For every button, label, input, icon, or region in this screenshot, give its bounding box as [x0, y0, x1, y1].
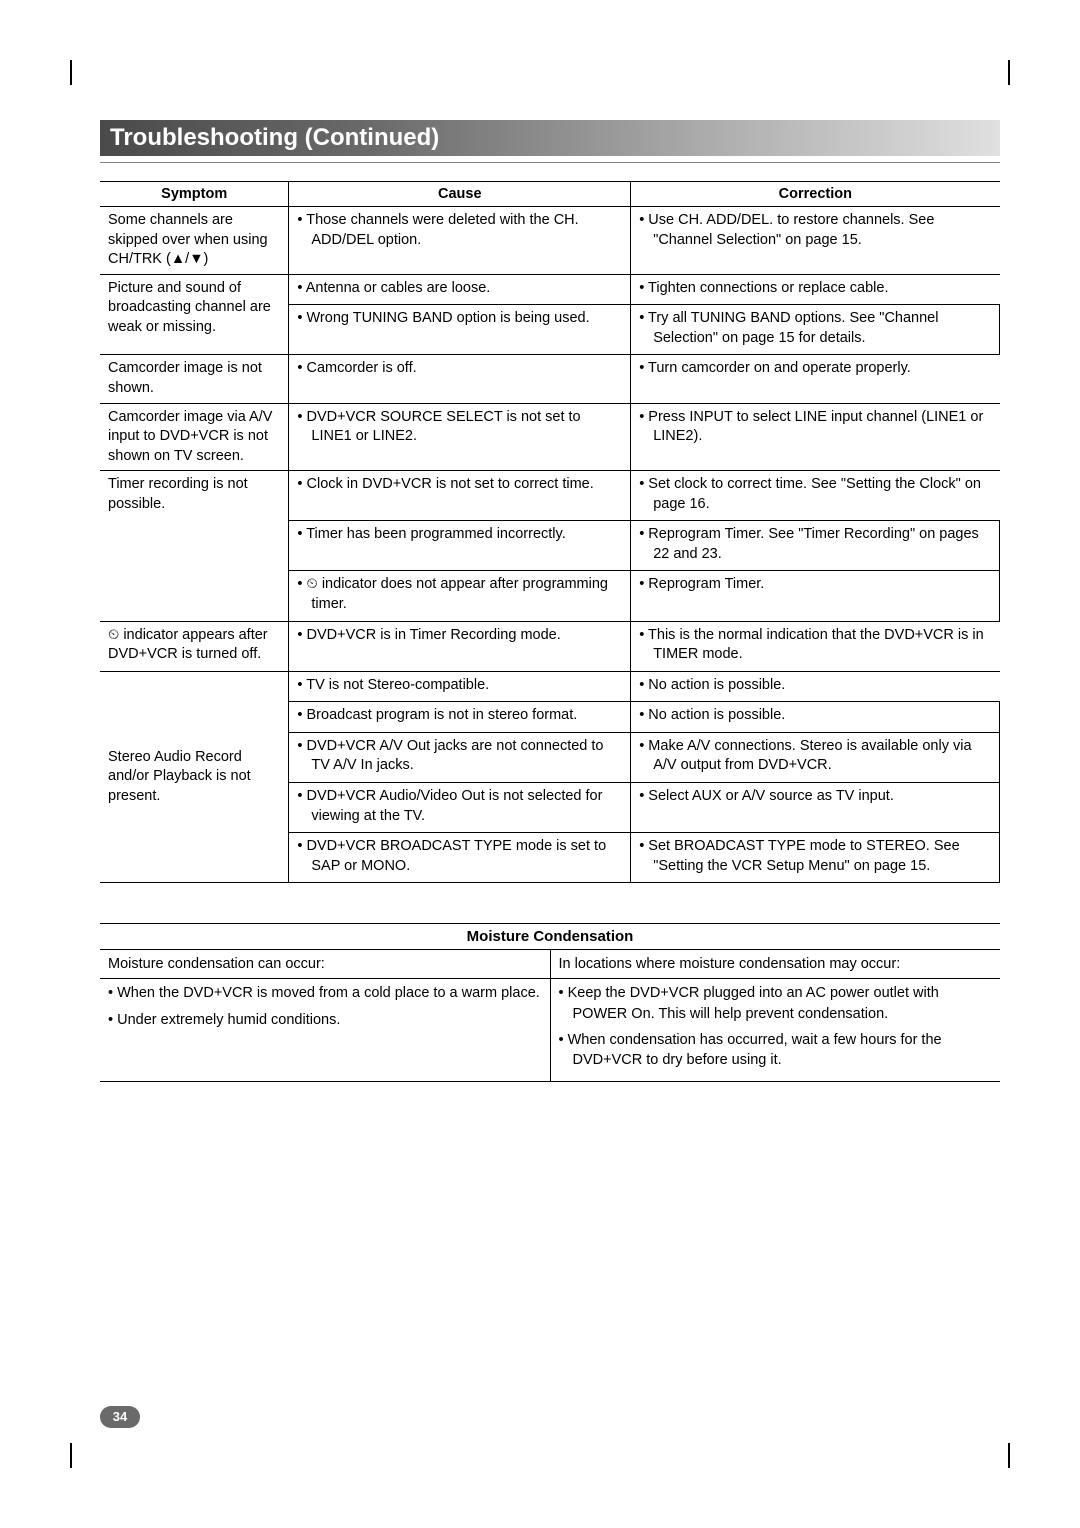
symptom-cell: Camcorder image via A/V input to DVD+VCR… [100, 403, 289, 471]
table-row: Moisture condensation can occur: In loca… [100, 950, 1000, 979]
title-bar: Troubleshooting (Continued) [100, 120, 1000, 156]
cause-cell: DVD+VCR SOURCE SELECT is not set to LINE… [289, 403, 631, 471]
cause-cell: Clock in DVD+VCR is not set to correct t… [289, 471, 631, 521]
moisture-left-top: Moisture condensation can occur: [100, 950, 550, 979]
corr-cell: Reprogram Timer. See "Timer Recording" o… [631, 521, 1000, 571]
page-number-badge: 34 [100, 1406, 140, 1428]
corr-cell: No action is possible. [631, 671, 1000, 702]
table-row: Picture and sound of broadcasting channe… [100, 274, 1000, 305]
symptom-cell: ⏲ indicator appears after DVD+VCR is tur… [100, 621, 289, 671]
symptom-cell: Some channels are skipped over when usin… [100, 207, 289, 275]
page-title: Troubleshooting (Continued) [110, 124, 439, 151]
symptom-cell: Stereo Audio Record and/or Playback is n… [100, 671, 289, 883]
corr-cell: Select AUX or A/V source as TV input. [631, 782, 1000, 832]
divider [100, 162, 1000, 163]
cause-cell: DVD+VCR A/V Out jacks are not connected … [289, 732, 631, 782]
symptom-cell: Picture and sound of broadcasting channe… [100, 274, 289, 355]
corr-cell: Press INPUT to select LINE input channel… [631, 403, 1000, 471]
corr-cell: Tighten connections or replace cable. [631, 274, 1000, 305]
table-row: Camcorder image via A/V input to DVD+VCR… [100, 403, 1000, 471]
moisture-left-list: When the DVD+VCR is moved from a cold pl… [100, 979, 550, 1081]
cause-cell: Camcorder is off. [289, 355, 631, 403]
table-row: When the DVD+VCR is moved from a cold pl… [100, 979, 1000, 1081]
cause-cell: Those channels were deleted with the CH.… [289, 207, 631, 275]
table-row: Stereo Audio Record and/or Playback is n… [100, 671, 1000, 702]
corr-cell: Make A/V connections. Stereo is availabl… [631, 732, 1000, 782]
corr-cell: This is the normal indication that the D… [631, 621, 1000, 671]
cause-cell: DVD+VCR is in Timer Recording mode. [289, 621, 631, 671]
symptom-cell: Camcorder image is not shown. [100, 355, 289, 403]
table-row: ⏲ indicator appears after DVD+VCR is tur… [100, 621, 1000, 671]
corr-cell: Reprogram Timer. [631, 571, 1000, 621]
corr-cell: No action is possible. [631, 702, 1000, 733]
moisture-right-top: In locations where moisture condensation… [550, 950, 1000, 979]
moisture-right-list: Keep the DVD+VCR plugged into an AC powe… [550, 979, 1000, 1081]
cause-cell: DVD+VCR Audio/Video Out is not selected … [289, 782, 631, 832]
corr-cell: Set BROADCAST TYPE mode to STEREO. See "… [631, 833, 1000, 883]
corr-cell: Use CH. ADD/DEL. to restore channels. Se… [631, 207, 1000, 275]
moisture-table: Moisture condensation can occur: In loca… [100, 950, 1000, 1081]
corr-cell: Set clock to correct time. See "Setting … [631, 471, 1000, 521]
cause-cell: DVD+VCR BROADCAST TYPE mode is set to SA… [289, 833, 631, 883]
moisture-heading: Moisture Condensation [100, 923, 1000, 950]
col-cause: Cause [289, 182, 631, 207]
col-correction: Correction [631, 182, 1000, 207]
symptom-cell: Timer recording is not possible. [100, 471, 289, 621]
cause-cell: Antenna or cables are loose. [289, 274, 631, 305]
table-header-row: Symptom Cause Correction [100, 182, 1000, 207]
cause-cell: Timer has been programmed incorrectly. [289, 521, 631, 571]
table-row: Some channels are skipped over when usin… [100, 207, 1000, 275]
col-symptom: Symptom [100, 182, 289, 207]
cause-cell: ⏲ indicator does not appear after progra… [289, 571, 631, 621]
corr-cell: Turn camcorder on and operate properly. [631, 355, 1000, 403]
cause-cell: Broadcast program is not in stereo forma… [289, 702, 631, 733]
table-row: Timer recording is not possible. Clock i… [100, 471, 1000, 521]
corr-cell: Try all TUNING BAND options. See "Channe… [631, 305, 1000, 355]
troubleshooting-table: Symptom Cause Correction Some channels a… [100, 181, 1000, 883]
table-row: Camcorder image is not shown. Camcorder … [100, 355, 1000, 403]
cause-cell: TV is not Stereo-compatible. [289, 671, 631, 702]
cause-cell: Wrong TUNING BAND option is being used. [289, 305, 631, 355]
